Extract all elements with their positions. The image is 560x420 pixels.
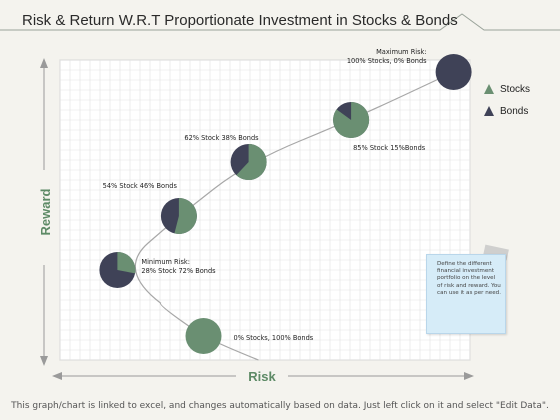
legend-item-stocks: Stocks — [484, 78, 530, 100]
y-axis-arrowhead — [40, 58, 48, 68]
x-axis-arrowhead — [464, 372, 474, 380]
point-label-5: Maximum Risk: 100% Stocks, 0% Bonds — [347, 48, 427, 65]
sticky-note-text: Define the different financial investmen… — [437, 261, 501, 296]
slide-title: Risk & Return W.R.T Proportionate Invest… — [22, 12, 458, 29]
chart-grid — [59, 59, 471, 361]
pie-marks — [99, 54, 472, 354]
chart-legend: Stocks Bonds — [484, 78, 530, 122]
point-label-line: 0% Stocks, 100% Bonds — [234, 334, 314, 342]
y-axis-arrowhead-bottom — [40, 356, 48, 366]
legend-label-bonds: Bonds — [500, 105, 529, 117]
point-label-2: 54% Stock 46% Bonds — [103, 182, 178, 190]
x-axis-label: Risk — [248, 369, 276, 384]
pie-slice-stocks — [117, 252, 136, 274]
triangle-icon — [484, 106, 494, 116]
y-axis-label: Reward — [38, 188, 53, 235]
title-underline — [0, 13, 560, 31]
legend-item-bonds: Bonds — [484, 100, 530, 122]
point-label-0: 0% Stocks, 100% Bonds — [234, 334, 314, 342]
pie-slice-stocks — [333, 102, 370, 138]
point-label-line: Maximum Risk: — [376, 48, 426, 56]
point-label-line: 54% Stock 46% Bonds — [103, 182, 178, 190]
point-label-4: 85% Stock 15%Bonds — [353, 144, 426, 152]
triangle-icon — [484, 84, 494, 94]
pie-point-4 — [333, 102, 370, 138]
point-label-line: 85% Stock 15%Bonds — [353, 144, 426, 152]
point-label-line: 100% Stocks, 0% Bonds — [347, 57, 427, 65]
pie-slice-bonds — [435, 54, 472, 90]
point-labels: 0% Stocks, 100% Bonds Minimum Risk: 28% St… — [103, 48, 427, 342]
x-axis-arrowhead-left — [52, 372, 62, 380]
pie-slice-stocks — [185, 318, 222, 354]
chart-axes: Reward Risk — [38, 58, 474, 384]
pie-slice-stocks — [236, 144, 267, 180]
pie-point-3 — [230, 144, 267, 180]
point-label-line: 62% Stock 38% Bonds — [184, 134, 259, 142]
point-label-line: Minimum Risk: — [141, 258, 190, 266]
pie-point-5 — [435, 54, 472, 90]
pie-point-2 — [160, 198, 197, 234]
legend-label-stocks: Stocks — [500, 83, 531, 95]
pie-slice-stocks — [174, 198, 197, 234]
point-label-line: 28% Stock 72% Bonds — [141, 267, 216, 275]
point-label-3: 62% Stock 38% Bonds — [184, 134, 259, 142]
footer-caption: This graph/chart is linked to excel, and… — [11, 401, 549, 411]
pie-point-1 — [99, 252, 136, 288]
pie-point-0 — [185, 318, 222, 354]
point-label-1: Minimum Risk: 28% Stock 72% Bonds — [141, 258, 216, 275]
sticky-note[interactable]: Define the different financial investmen… — [426, 254, 506, 334]
